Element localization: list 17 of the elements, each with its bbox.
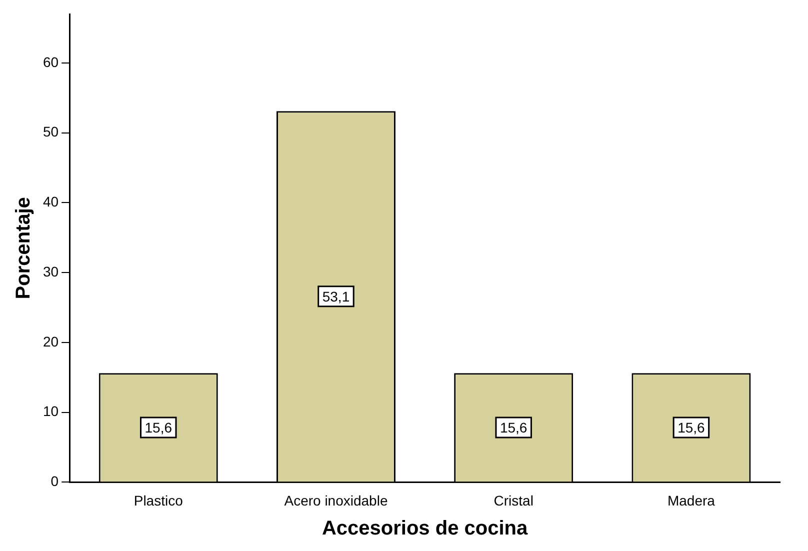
data-label: 53,1 xyxy=(322,288,350,304)
data-label: 15,6 xyxy=(144,419,172,436)
data-label: 15,6 xyxy=(500,419,528,436)
y-tick-label: 0 xyxy=(50,473,59,490)
data-label: 15,6 xyxy=(678,419,706,436)
y-tick-label: 40 xyxy=(42,194,59,210)
y-tick-label: 20 xyxy=(42,333,59,350)
y-tick-label: 50 xyxy=(42,124,59,140)
y-tick-label: 10 xyxy=(42,403,59,420)
x-tick-label: Acero inoxidable xyxy=(284,492,388,508)
x-tick-label: Madera xyxy=(667,492,716,508)
y-tick-label: 30 xyxy=(42,263,59,280)
x-tick-label: Plastico xyxy=(134,492,184,508)
x-tick-label: Cristal xyxy=(494,492,534,508)
y-tick-label: 60 xyxy=(42,54,59,70)
x-axis-title: Accesorios de cocina xyxy=(322,518,528,540)
y-axis-title: Porcentaje xyxy=(12,196,35,300)
